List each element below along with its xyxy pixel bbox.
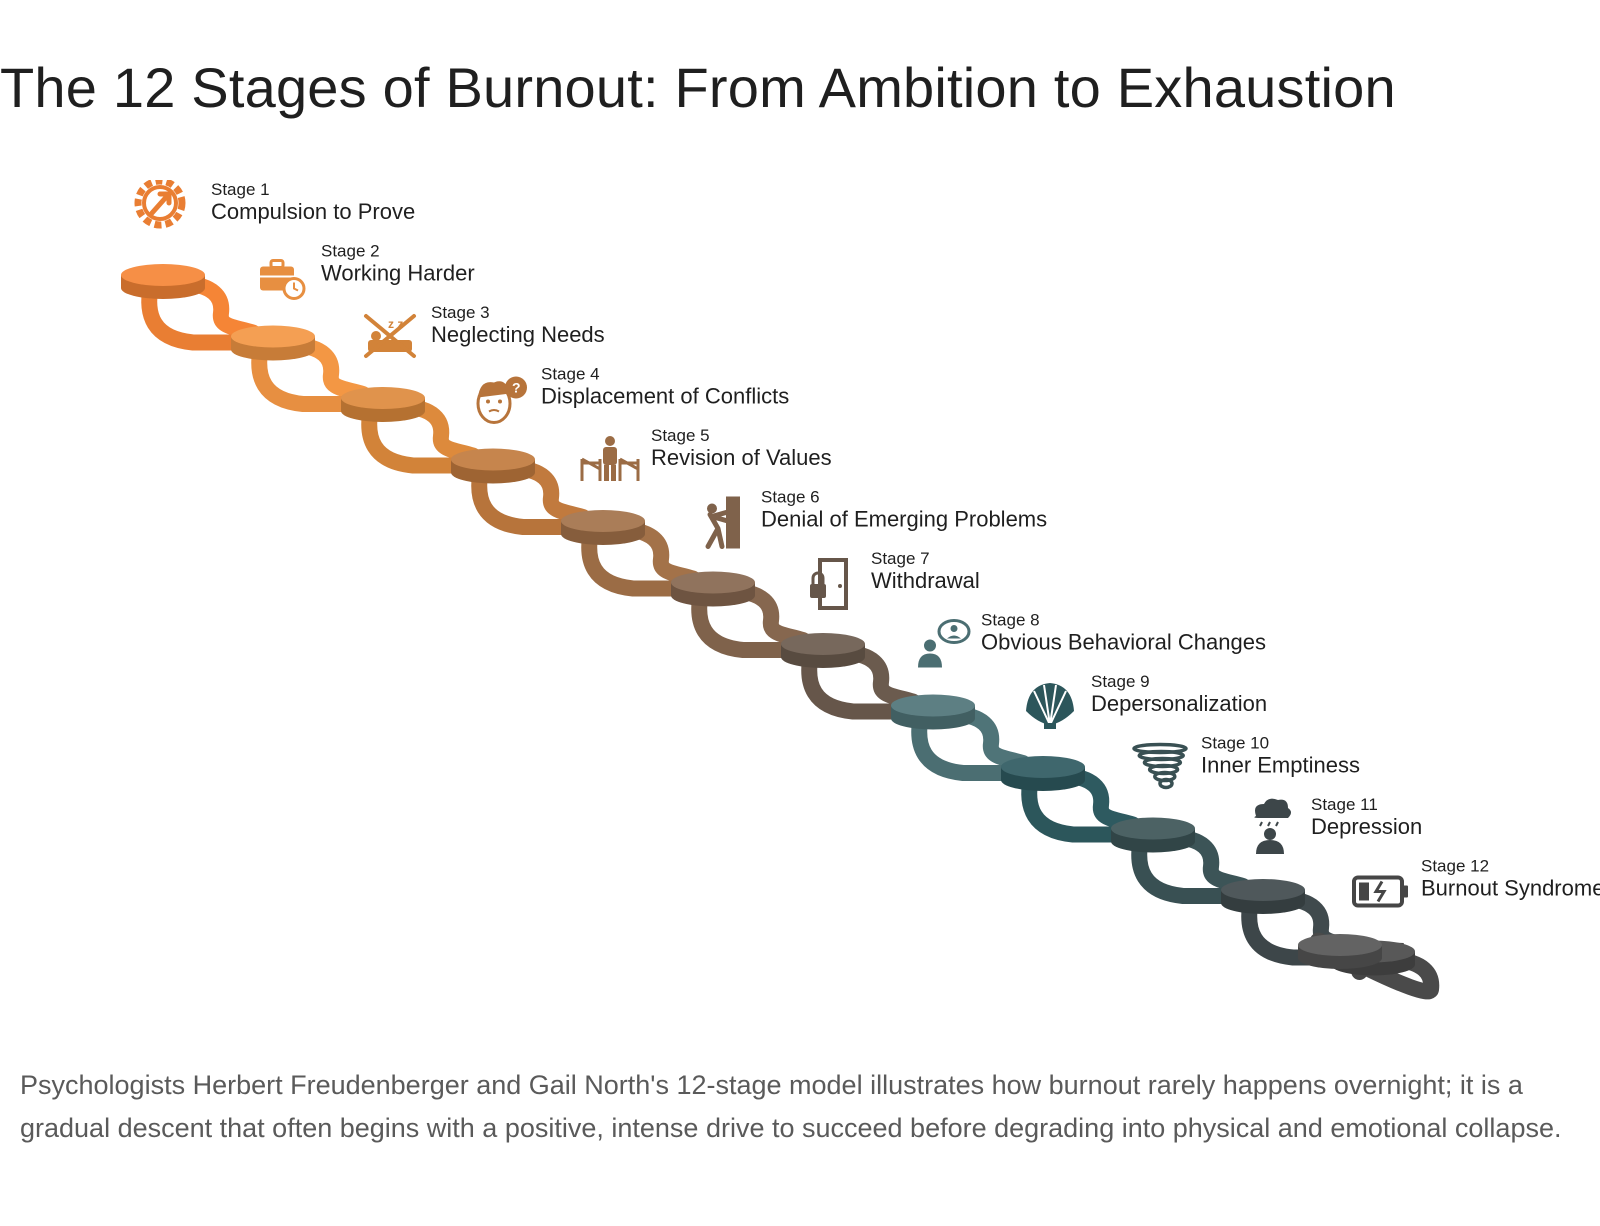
stage-steps (121, 264, 1415, 976)
stage-step (451, 448, 535, 484)
stage-number: Stage 2 (321, 242, 380, 261)
stage-step (1221, 879, 1305, 914)
svg-text:z z: z z (388, 317, 403, 331)
stage-label: Displacement of Conflicts (541, 384, 789, 409)
briefcase-clock-icon (260, 259, 306, 300)
stage-label: Neglecting Needs (431, 322, 605, 347)
confused-face-icon: ? (476, 376, 527, 424)
stage-label: Burnout Syndrome (1421, 876, 1600, 901)
person-pushing-wall-icon (705, 496, 740, 549)
stage-step (121, 264, 205, 299)
no-sleep-icon: z z (364, 314, 416, 358)
stage-label: Withdrawal (871, 568, 980, 593)
stage-step (671, 571, 755, 607)
stage-number: Stage 4 (541, 365, 600, 384)
stage-number: Stage 10 (1201, 734, 1269, 753)
stage-number: Stage 7 (871, 549, 930, 568)
tornado-icon (1132, 742, 1188, 790)
stage-step (1001, 756, 1085, 791)
rain-cloud-person-icon (1254, 798, 1291, 854)
gear-arrow-icon (134, 180, 186, 229)
stage-number: Stage 5 (651, 426, 710, 445)
final-step (1298, 934, 1382, 969)
stage-number: Stage 8 (981, 611, 1040, 630)
stage-number: Stage 9 (1091, 672, 1150, 691)
svg-text:?: ? (512, 380, 521, 396)
empty-battery-icon (1352, 875, 1408, 908)
stage-step (561, 510, 645, 545)
stage-number: Stage 3 (431, 303, 490, 322)
stage-label: Revision of Values (651, 445, 832, 470)
stage-label: Obvious Behavioral Changes (981, 630, 1266, 655)
stage-step (231, 325, 315, 361)
stage-label: Depersonalization (1091, 691, 1267, 716)
shell-icon (1026, 683, 1074, 729)
stage-number: Stage 12 (1421, 857, 1489, 876)
stage-step (341, 387, 425, 422)
person-speech-icon (918, 619, 971, 668)
locked-door-icon (810, 558, 848, 610)
stage-label: Working Harder (321, 261, 475, 286)
stage-step (781, 633, 865, 668)
stage-label: Denial of Emerging Problems (761, 507, 1047, 532)
stage-number: Stage 1 (211, 180, 270, 199)
stage-step (1111, 817, 1195, 853)
stage-step (891, 694, 975, 730)
person-barrier-icon (580, 436, 640, 481)
stage-icons: z z? (134, 180, 1408, 908)
stage-number: Stage 6 (761, 488, 820, 507)
stage-label: Depression (1311, 814, 1422, 839)
caption: Psychologists Herbert Freudenberger and … (20, 1070, 1562, 1143)
stage-label: Inner Emptiness (1201, 753, 1360, 778)
stage-label: Compulsion to Prove (211, 199, 415, 224)
page-title: The 12 Stages of Burnout: From Ambition … (0, 56, 1396, 119)
stage-number: Stage 11 (1311, 795, 1378, 814)
